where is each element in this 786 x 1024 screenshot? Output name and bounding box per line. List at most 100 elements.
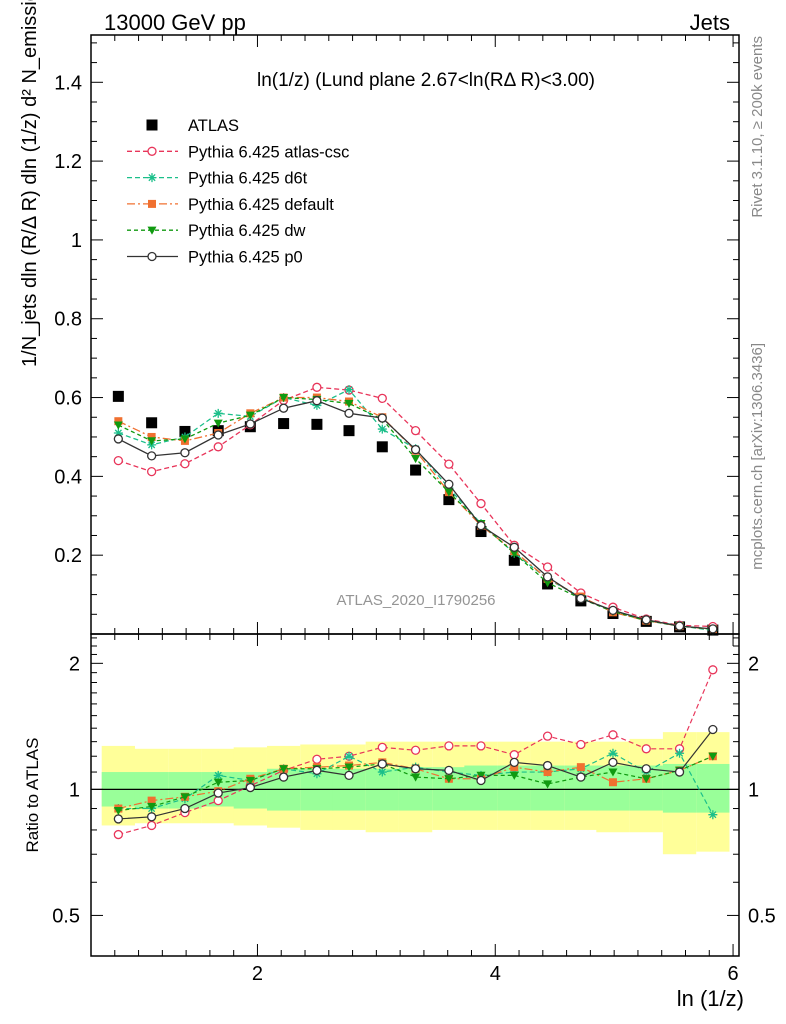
- ratio-point-pythia-6-425-atlas-csc: [410, 745, 421, 755]
- point-pythia-6-425-default: [147, 432, 156, 441]
- point-atlas: [278, 418, 290, 430]
- ratio-y-tick-label-left: 2: [69, 653, 80, 675]
- point-pythia-6-425-atlas-csc: [180, 459, 190, 469]
- series-line-pythia-6-425-atlas-csc: [118, 386, 713, 628]
- ratio-point-pythia-6-425-p0: [146, 812, 157, 822]
- point-pythia-6-425-p0: [410, 444, 421, 455]
- ratio-series-pythia-6-425-atlas-csc: [113, 665, 718, 840]
- legend-marker-pythia-6-425-d6t: [147, 173, 157, 183]
- ratio-point-pythia-6-425-p0: [410, 764, 421, 774]
- series-pythia-6-425-p0: [113, 396, 718, 634]
- point-pythia-6-425-p0: [476, 520, 486, 531]
- point-pythia-6-425-d6t: [113, 428, 123, 438]
- rivet-label: Rivet 3.1.10, ≥ 200k events: [749, 36, 766, 218]
- ratio-point-pythia-6-425-atlas-csc: [377, 742, 387, 752]
- legend-marker-pythia-6-425-atlas-csc: [147, 146, 157, 156]
- main-y-tick-label: 1.2: [54, 151, 82, 173]
- point-pythia-6-425-atlas-csc: [213, 442, 223, 452]
- point-pythia-6-425-p0: [377, 413, 387, 423]
- x-tick-label: 2: [252, 963, 263, 985]
- legend-marker-pythia-6-425-default: [148, 199, 156, 208]
- point-pythia-6-425-d6t: [377, 424, 387, 434]
- ratio-point-pythia-6-425-p0: [245, 782, 255, 793]
- point-pythia-6-425-dw: [543, 579, 553, 588]
- point-pythia-6-425-dw: [344, 399, 354, 408]
- point-pythia-6-425-d6t: [312, 400, 322, 410]
- point-pythia-6-425-p0: [344, 408, 354, 418]
- ratio-y-tick-label-right: 2: [748, 653, 759, 675]
- ratio-point-pythia-6-425-dw: [180, 793, 190, 802]
- ratio-point-pythia-6-425-default: [576, 763, 585, 772]
- point-pythia-6-425-p0: [113, 434, 123, 444]
- point-pythia-6-425-p0: [708, 624, 718, 634]
- point-atlas: [443, 494, 455, 506]
- ratio-point-pythia-6-425-atlas-csc: [542, 731, 553, 741]
- ratio-point-pythia-6-425-dw: [344, 763, 354, 772]
- ratio-point-pythia-6-425-d6t: [675, 748, 685, 758]
- ratio-point-pythia-6-425-p0: [377, 759, 387, 769]
- ratio-point-pythia-6-425-dw: [444, 775, 454, 784]
- ratio-point-pythia-6-425-p0: [542, 760, 553, 771]
- point-pythia-6-425-d6t: [213, 408, 223, 418]
- point-pythia-6-425-atlas-csc: [146, 466, 157, 477]
- ratio-point-pythia-6-425-atlas-csc: [608, 730, 618, 740]
- point-pythia-6-425-p0: [146, 451, 157, 461]
- point-pythia-6-425-atlas-csc: [476, 498, 486, 509]
- point-pythia-6-425-atlas-csc: [542, 562, 553, 572]
- point-pythia-6-425-dw: [444, 488, 454, 497]
- ratio-point-pythia-6-425-atlas-csc: [146, 820, 157, 831]
- point-pythia-6-425-atlas-csc: [377, 393, 387, 403]
- ratio-y-tick-label-right: 1: [748, 779, 759, 801]
- ratio-point-pythia-6-425-dw: [509, 771, 519, 780]
- ratio-point-pythia-6-425-p0: [180, 803, 190, 814]
- point-atlas: [112, 390, 124, 402]
- ratio-point-pythia-6-425-d6t: [213, 770, 223, 780]
- point-pythia-6-425-p0: [180, 448, 190, 458]
- point-atlas: [376, 441, 388, 453]
- main-y-tick-label: 0.4: [54, 466, 82, 488]
- main-panel: 0.2 0.4 0.6 0.8 1 1.2 1.4 ln(1/z) (Lund plane …: [19, 0, 740, 636]
- ratio-point-pythia-6-425-p0: [576, 772, 586, 782]
- point-atlas: [311, 418, 323, 430]
- ratio-point-pythia-6-425-dw: [543, 780, 553, 789]
- ratio-point-pythia-6-425-atlas-csc: [444, 741, 454, 751]
- ratio-y-tick-label-left: 0.5: [52, 905, 80, 927]
- ratio-point-pythia-6-425-default: [608, 778, 617, 787]
- main-y-tick-label: 1: [71, 230, 82, 252]
- point-pythia-6-425-atlas-csc: [113, 455, 123, 466]
- point-pythia-6-425-p0: [509, 542, 519, 552]
- ratio-point-pythia-6-425-atlas-csc: [312, 754, 322, 764]
- point-pythia-6-425-p0: [542, 572, 553, 582]
- ratio-plot-frame: [90, 633, 740, 957]
- ratio-point-pythia-6-425-p0: [444, 765, 454, 776]
- ratio-point-pythia-6-425-atlas-csc: [641, 744, 651, 754]
- x-axis-label: ln (1/z): [677, 986, 744, 1011]
- analysis-watermark: ATLAS_2020_I1790256: [336, 592, 495, 609]
- point-atlas: [410, 464, 422, 476]
- point-pythia-6-425-dw: [245, 411, 255, 420]
- main-y-tick-label: 1.4: [54, 72, 82, 94]
- ratio-point-pythia-6-425-d6t: [708, 810, 718, 820]
- ratio-point-pythia-6-425-p0: [509, 757, 519, 768]
- point-pythia-6-425-atlas-csc: [444, 459, 454, 469]
- point-pythia-6-425-p0: [245, 419, 255, 429]
- point-pythia-6-425-atlas-csc: [312, 382, 322, 392]
- point-atlas: [146, 417, 158, 429]
- point-pythia-6-425-dw: [180, 435, 190, 444]
- ratio-point-pythia-6-425-atlas-csc: [476, 741, 486, 751]
- point-atlas: [343, 425, 355, 437]
- ratio-series-pythia-6-425-p0: [113, 724, 718, 824]
- ratio-point-pythia-6-425-p0: [674, 767, 685, 777]
- ratio-point-pythia-6-425-p0: [113, 814, 123, 824]
- point-pythia-6-425-p0: [312, 396, 322, 406]
- ratio-point-pythia-6-425-p0: [708, 724, 718, 735]
- main-y-axis-label: 1/N_jets dln (R/Δ R) dln (1/z) d² N_emis…: [19, 0, 41, 367]
- ratio-point-pythia-6-425-p0: [344, 770, 354, 781]
- point-pythia-6-425-d6t: [344, 385, 354, 395]
- ratio-point-pythia-6-425-default: [510, 763, 519, 772]
- ratio-point-pythia-6-425-default: [543, 768, 552, 777]
- ratio-point-pythia-6-425-p0: [608, 757, 618, 768]
- point-pythia-6-425-p0: [576, 593, 586, 604]
- ratio-y-tick-label-left: 1: [69, 779, 80, 801]
- legend-marker-pythia-6-425-dw: [147, 226, 157, 235]
